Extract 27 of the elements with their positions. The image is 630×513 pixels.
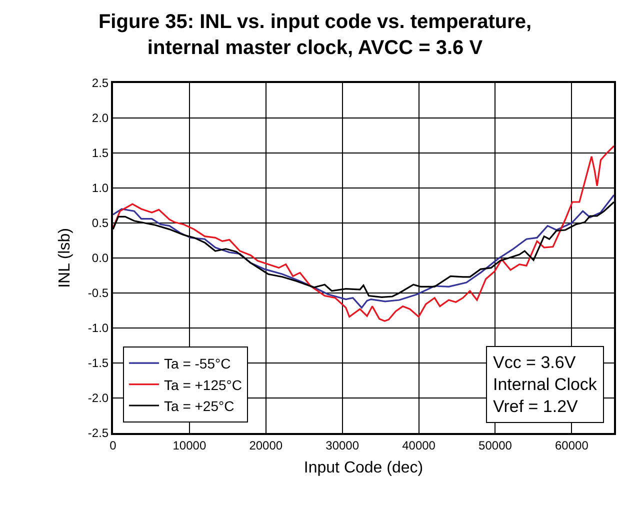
y-tick-label: -0.5	[88, 286, 109, 300]
x-tick-label: 60000	[555, 438, 589, 452]
y-tick-label: 0.0	[92, 251, 109, 266]
y-tick-label: -1.0	[88, 321, 109, 336]
annotation: Vcc = 3.6V Internal Clock Vref = 1.2V	[493, 353, 598, 416]
x-tick-label: 10000	[172, 438, 206, 452]
x-tick-label: 0	[110, 438, 117, 452]
legend-label: Ta = +125°C	[164, 376, 242, 393]
chart-title: Figure 35: INL vs. input code vs. temperature, internal master clock, AVCC = 3.6 V	[98, 11, 532, 60]
y-tick-label: -2.5	[88, 426, 109, 440]
y-axis-title: INL (lsb)	[56, 228, 74, 288]
legend-label: Ta = +25°C	[164, 398, 234, 414]
y-tick-label: 2.0	[92, 111, 109, 126]
y-tick-label: -1.5	[88, 356, 109, 370]
x-tick-label: 50000	[478, 438, 512, 452]
y-tick-label: 1.5	[92, 146, 109, 160]
x-tick-label: 20000	[249, 438, 283, 452]
x-axis-title: Input Code (dec)	[304, 460, 424, 477]
line-series	[113, 145, 614, 322]
y-tick-label: 1.0	[92, 181, 109, 196]
line-series	[113, 194, 614, 308]
y-tick-label: -2.0	[88, 391, 109, 406]
x-tick-label: 40000	[402, 438, 436, 452]
y-tick-label: 0.5	[92, 216, 109, 230]
x-tick-label: 30000	[326, 438, 360, 452]
legend-label: Ta = -55°C	[164, 356, 231, 372]
y-tick-label: 2.5	[92, 76, 109, 90]
